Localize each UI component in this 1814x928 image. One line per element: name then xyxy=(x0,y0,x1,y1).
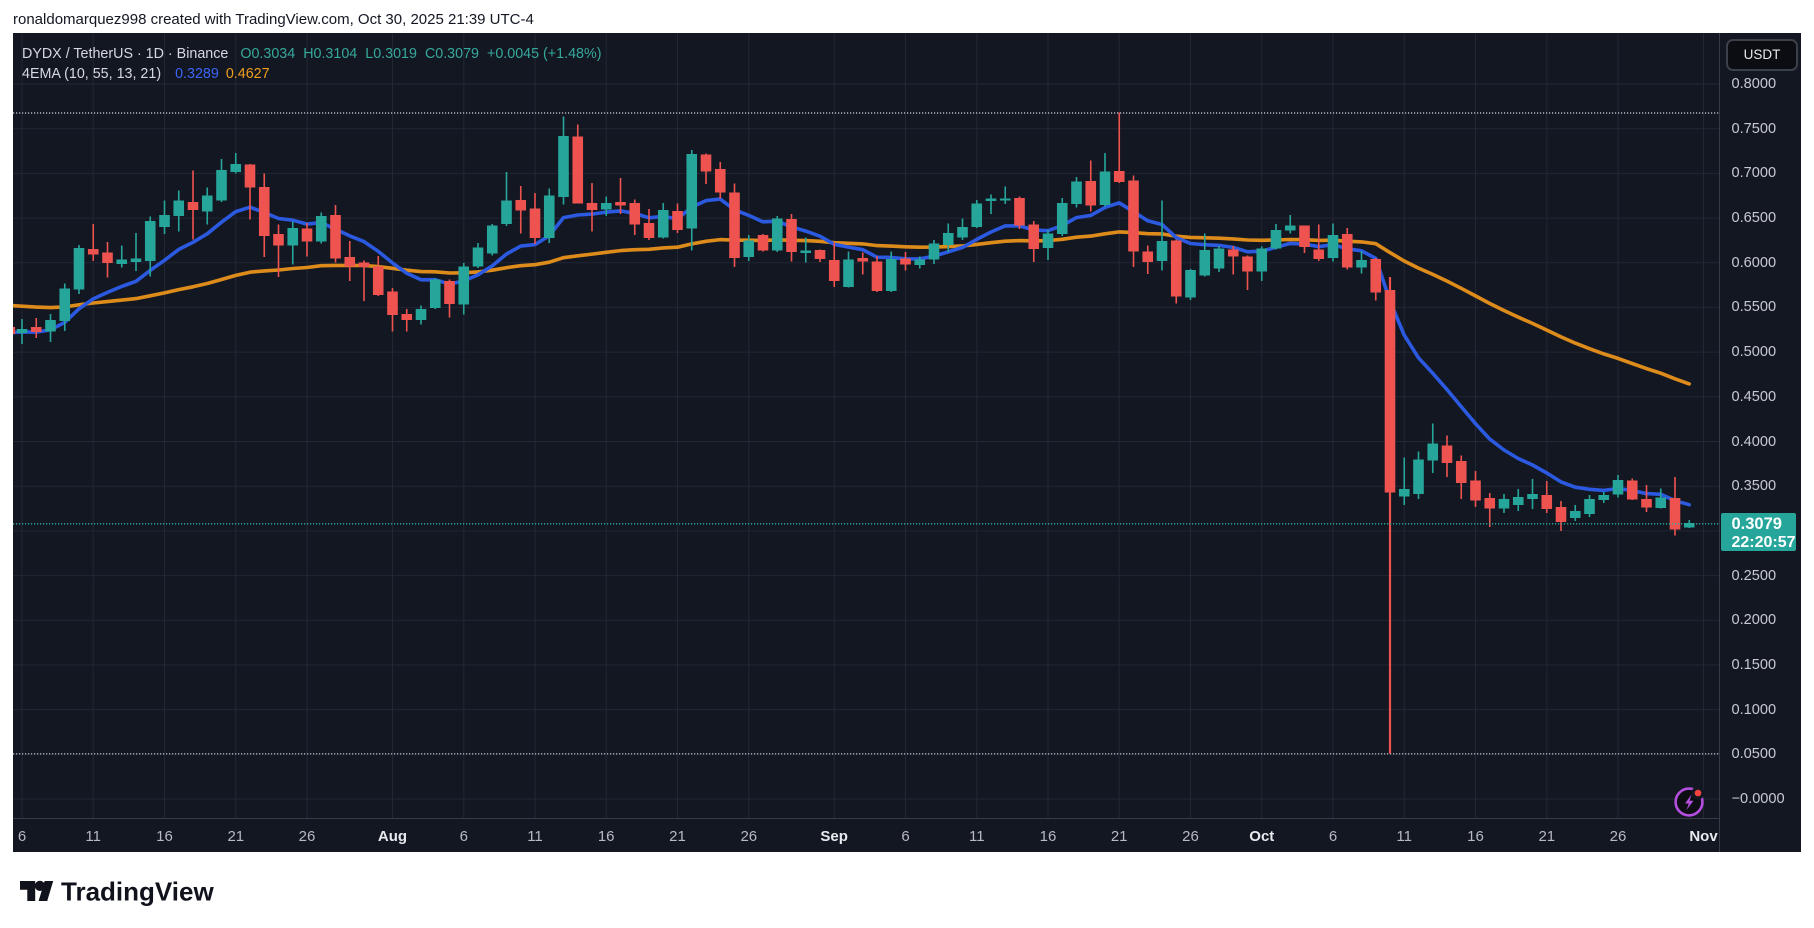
svg-text:TradingView: TradingView xyxy=(61,880,214,907)
